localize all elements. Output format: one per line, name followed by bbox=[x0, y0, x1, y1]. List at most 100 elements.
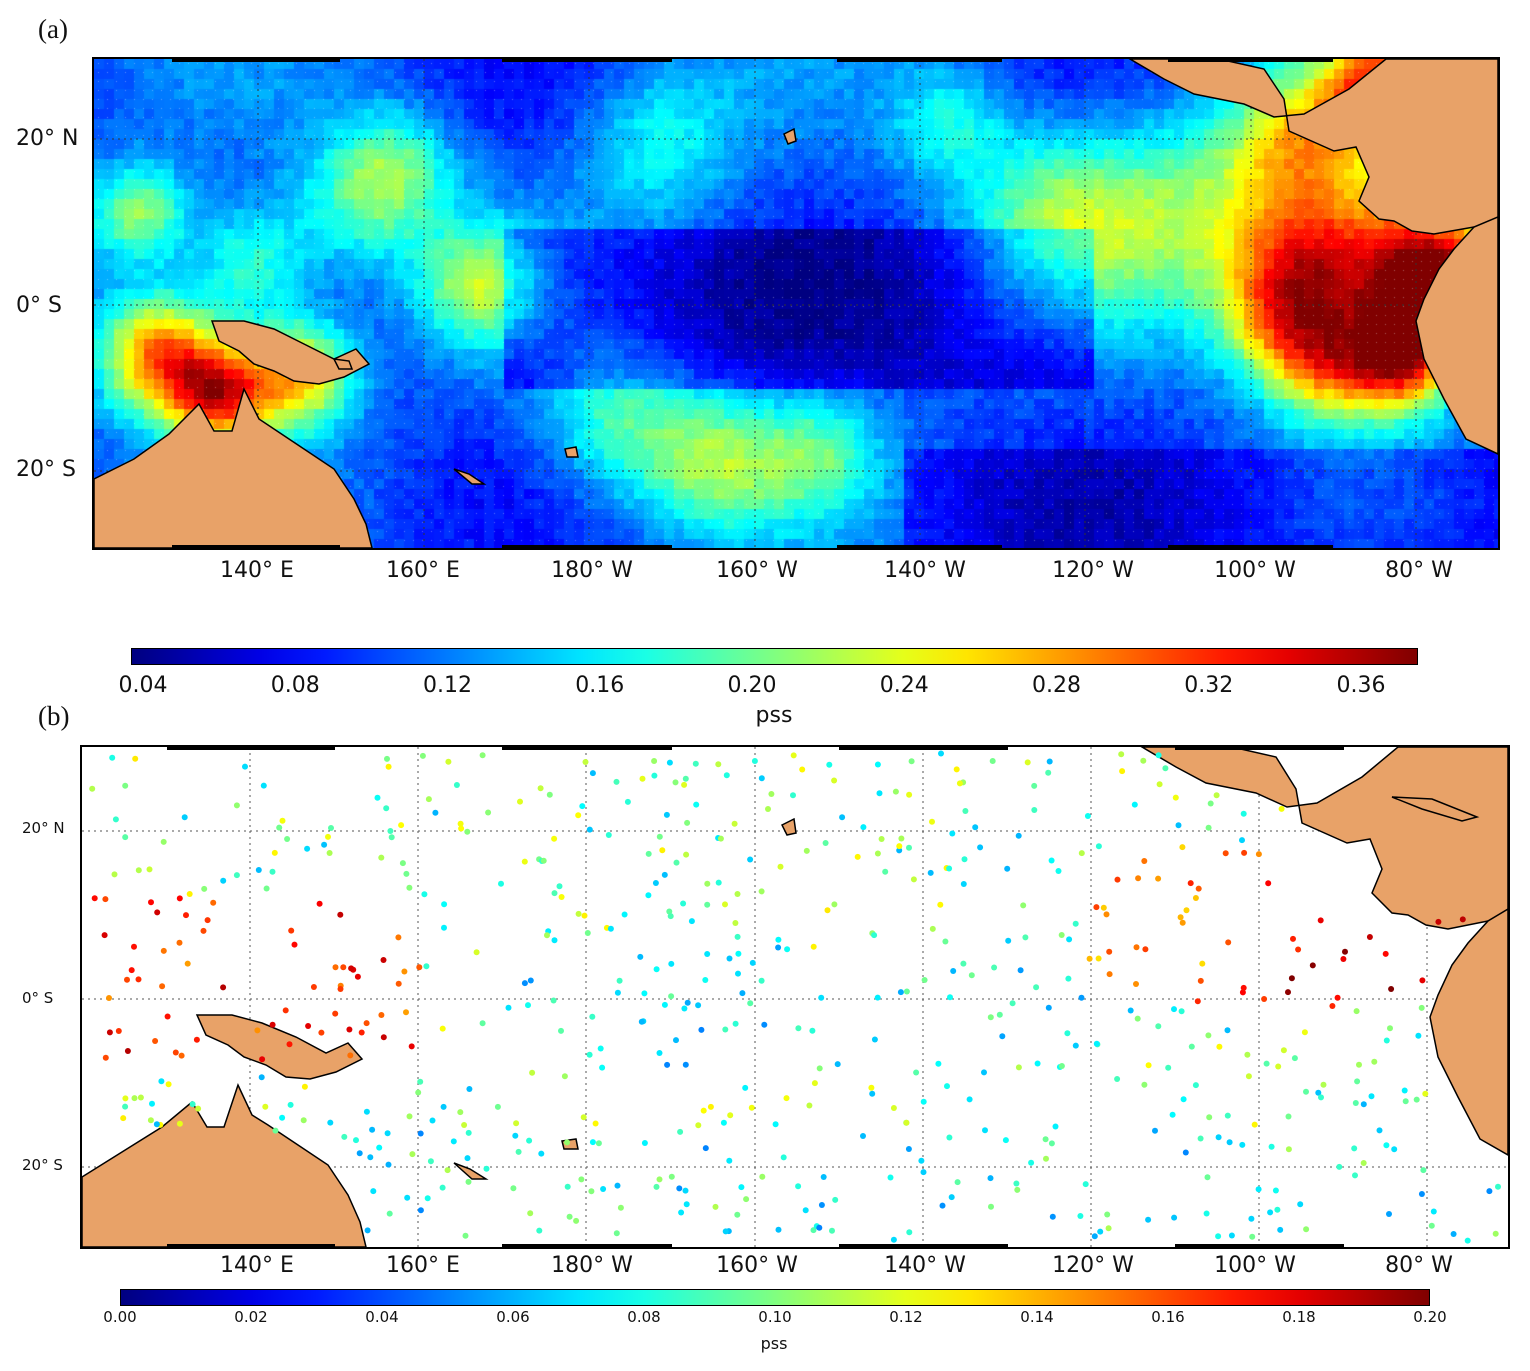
observation-point bbox=[780, 1154, 787, 1161]
observation-point bbox=[184, 960, 191, 967]
observation-point bbox=[683, 1201, 690, 1208]
observation-point bbox=[561, 1073, 568, 1080]
observation-point bbox=[1178, 1008, 1185, 1015]
land-masses-a bbox=[94, 59, 1498, 548]
observation-point bbox=[399, 860, 406, 867]
observation-point bbox=[906, 844, 912, 851]
grid-lines-b bbox=[82, 747, 1508, 1247]
observation-point bbox=[968, 972, 975, 979]
observation-point bbox=[937, 901, 944, 908]
observation-point bbox=[1382, 950, 1389, 957]
observation-point bbox=[220, 877, 227, 884]
observation-point bbox=[621, 911, 628, 918]
observation-point bbox=[112, 816, 119, 823]
observation-point bbox=[1213, 792, 1220, 799]
observation-point bbox=[822, 840, 829, 846]
observation-point bbox=[378, 1012, 385, 1018]
observation-point bbox=[1228, 1232, 1235, 1239]
observation-point bbox=[775, 1226, 782, 1233]
observation-point bbox=[723, 772, 730, 779]
observation-point bbox=[717, 835, 724, 842]
solomon-islands-land bbox=[332, 358, 354, 370]
observation-point bbox=[1127, 1007, 1134, 1014]
observation-point bbox=[1215, 1134, 1222, 1141]
observation-point bbox=[544, 932, 550, 939]
observation-point bbox=[942, 938, 949, 945]
new-guinea-land bbox=[210, 320, 371, 385]
observation-point bbox=[777, 863, 784, 870]
observation-point bbox=[1022, 934, 1029, 941]
observation-point bbox=[768, 791, 775, 797]
new-caledonia-land bbox=[453, 468, 487, 485]
lonLabelsA-0: 140° E bbox=[220, 558, 294, 583]
observation-point bbox=[1290, 935, 1296, 942]
observation-point bbox=[1033, 984, 1040, 991]
observation-point bbox=[1352, 1172, 1358, 1179]
observation-point bbox=[918, 1157, 925, 1164]
observation-point bbox=[676, 1185, 683, 1192]
observation-point bbox=[637, 953, 644, 960]
observation-point bbox=[403, 1009, 409, 1016]
observation-point bbox=[348, 965, 355, 972]
observation-point bbox=[653, 966, 660, 973]
observation-point bbox=[1288, 975, 1295, 982]
observation-point bbox=[668, 960, 675, 967]
observation-point bbox=[1353, 1008, 1360, 1015]
observation-point bbox=[1240, 984, 1247, 991]
lonLabelsB-1: 160° E bbox=[386, 1253, 460, 1278]
observation-point bbox=[1065, 975, 1072, 982]
observation-point bbox=[1058, 1063, 1065, 1069]
observation-point bbox=[131, 943, 137, 950]
observation-point bbox=[738, 1184, 745, 1191]
gridded-field-map bbox=[92, 57, 1500, 550]
observation-point bbox=[1082, 1181, 1089, 1188]
observation-point bbox=[263, 885, 270, 892]
observation-point bbox=[599, 1064, 606, 1071]
observation-point bbox=[1285, 1146, 1292, 1153]
observation-point bbox=[668, 993, 675, 1000]
observation-point bbox=[1119, 768, 1126, 775]
observation-point bbox=[688, 918, 695, 925]
observation-point bbox=[726, 1157, 733, 1164]
observation-point bbox=[415, 1089, 422, 1096]
observation-point bbox=[128, 967, 135, 974]
observation-point bbox=[1145, 1062, 1152, 1069]
observation-point bbox=[346, 1026, 353, 1033]
observation-point bbox=[929, 925, 936, 932]
observation-point bbox=[1199, 960, 1206, 967]
observation-point bbox=[966, 1096, 973, 1103]
observation-point bbox=[398, 822, 405, 829]
observation-point bbox=[921, 977, 928, 983]
observation-point bbox=[999, 1033, 1006, 1040]
observation-point bbox=[453, 782, 460, 788]
observation-point bbox=[581, 912, 588, 919]
observation-point bbox=[479, 752, 486, 759]
cbarBTicks-1: 0.02 bbox=[234, 1308, 268, 1326]
observation-point bbox=[810, 943, 817, 950]
cbarBTicks-10: 0.20 bbox=[1413, 1308, 1447, 1326]
observation-point bbox=[498, 880, 504, 887]
observation-point bbox=[316, 900, 323, 907]
observation-point bbox=[653, 1183, 660, 1190]
observation-point bbox=[1309, 962, 1316, 969]
observation-point bbox=[712, 1203, 719, 1210]
observation-point bbox=[795, 1025, 802, 1032]
observation-point bbox=[538, 1150, 545, 1157]
observation-point bbox=[1224, 1112, 1231, 1119]
observation-point bbox=[1015, 1064, 1022, 1071]
observation-point bbox=[667, 913, 674, 920]
cbarBTicks-4: 0.08 bbox=[627, 1308, 661, 1326]
observation-point bbox=[1180, 1096, 1187, 1103]
observation-point bbox=[871, 932, 878, 939]
observation-point bbox=[588, 1188, 595, 1195]
lonLabelsA-1: 160° E bbox=[386, 558, 460, 583]
observation-point bbox=[592, 1120, 599, 1127]
observation-point bbox=[624, 798, 631, 805]
observation-point bbox=[896, 843, 903, 850]
lonLabelsA-2: 180° W bbox=[551, 558, 633, 583]
observation-point bbox=[483, 1165, 490, 1172]
observation-point bbox=[816, 1065, 823, 1072]
observation-point bbox=[1024, 759, 1031, 766]
observation-point bbox=[939, 1202, 946, 1209]
observation-point bbox=[301, 1083, 308, 1090]
